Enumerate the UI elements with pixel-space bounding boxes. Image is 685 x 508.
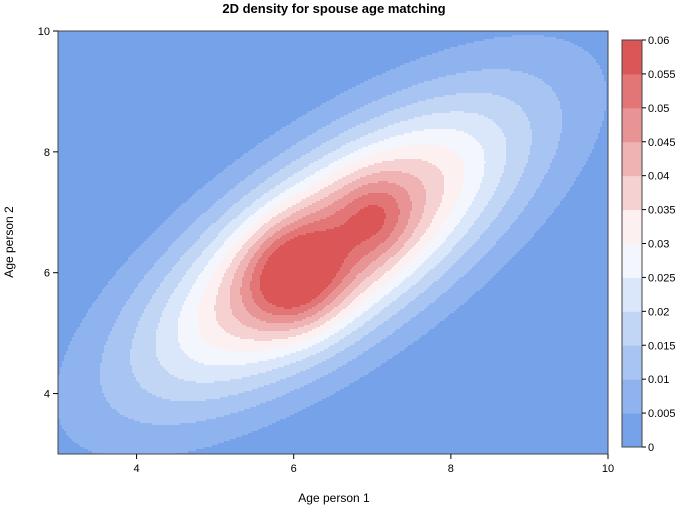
- colorbar-band: [622, 345, 642, 380]
- x-tick-label: 4: [134, 463, 140, 475]
- colorbar-tick-label: 0.055: [648, 69, 676, 81]
- colorbar-band: [622, 73, 642, 109]
- colorbar-band: [622, 243, 642, 278]
- colorbar-tick-label: 0.01: [648, 374, 669, 386]
- chart-title: 2D density for spouse age matching: [222, 1, 445, 16]
- colorbar-tick-label: 0.04: [648, 171, 669, 183]
- colorbar-tick-label: 0.05: [648, 103, 669, 115]
- colorbar-band: [622, 311, 642, 346]
- colorbar-tick-label: 0.045: [648, 137, 676, 149]
- colorbar-band: [622, 107, 642, 143]
- colorbar-tick-label: 0.035: [648, 205, 676, 217]
- y-tick-label: 8: [44, 147, 50, 159]
- y-tick-label: 4: [44, 389, 50, 401]
- colorbar-tick-label: 0.02: [648, 306, 669, 318]
- colorbar-band: [622, 379, 642, 414]
- x-axis-label: Age person 1: [298, 491, 370, 505]
- colorbar-tick-label: 0: [648, 442, 654, 454]
- colorbar-band: [622, 413, 642, 448]
- colorbar-tick-label: 0.025: [648, 272, 676, 284]
- y-axis-label: Age person 2: [2, 206, 16, 278]
- colorbar-legend: 0 0.005 0.01 0.015 0.02 0.025 0.03 0.035 0.04 0.0…: [621, 35, 676, 454]
- x-tick-label: 8: [448, 463, 454, 475]
- plot-frame: [57, 30, 609, 455]
- y-axis: 4 6 8 10: [38, 26, 58, 401]
- colorbar-tick-label: 0.015: [648, 340, 676, 352]
- colorbar-tick-label: 0.005: [648, 408, 676, 420]
- colorbar-band: [622, 175, 642, 211]
- x-tick-label: 6: [291, 463, 297, 475]
- y-tick-label: 10: [38, 26, 50, 38]
- colorbar-tick-label: 0.03: [648, 239, 669, 251]
- y-tick-label: 6: [44, 268, 50, 280]
- colorbar-band: [622, 209, 642, 244]
- x-tick-label: 10: [602, 463, 614, 475]
- colorbar-band: [622, 40, 642, 75]
- colorbar-tick-label: 0.06: [648, 35, 669, 47]
- colorbar-band: [622, 277, 642, 312]
- density-contour-layer: [58, 31, 608, 454]
- x-axis: 4 6 8 10: [134, 454, 614, 475]
- colorbar-band: [622, 141, 642, 177]
